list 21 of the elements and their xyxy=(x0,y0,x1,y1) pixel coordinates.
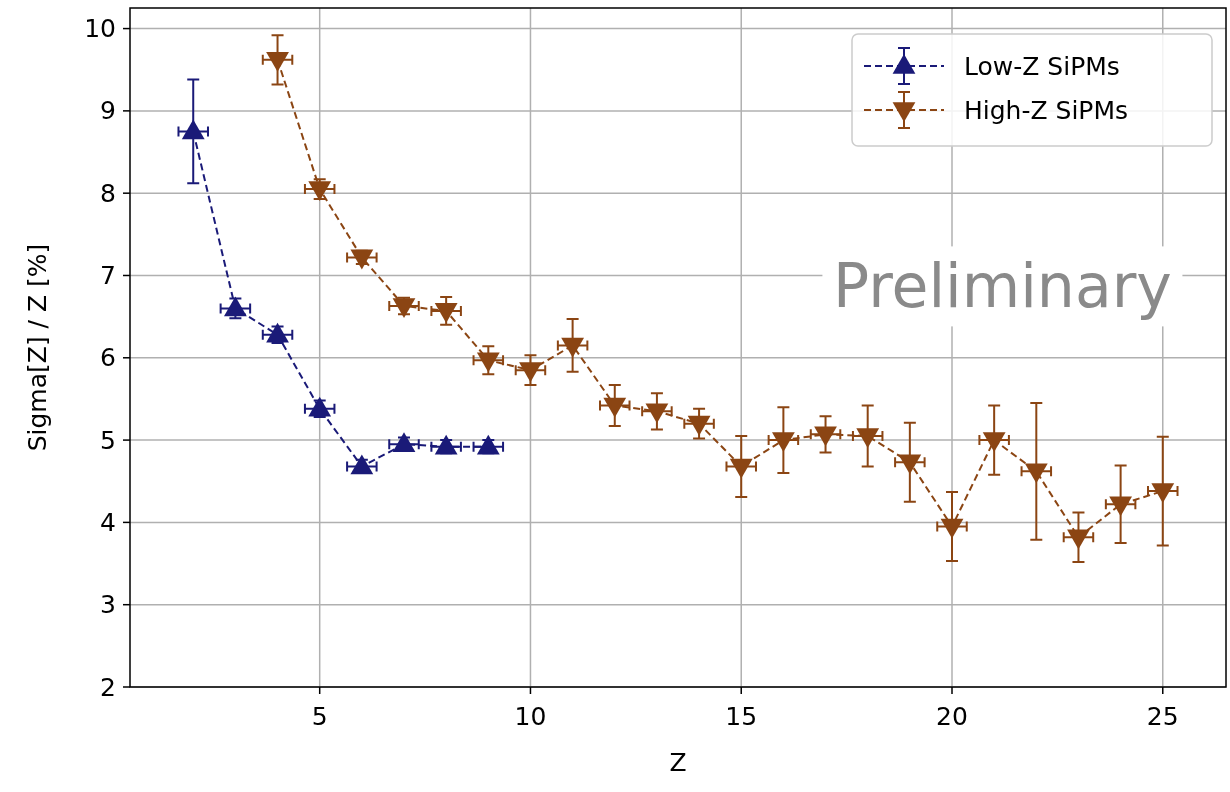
y-axis-title: Sigma[Z] / Z [%] xyxy=(23,243,52,452)
y-tick-label: 4 xyxy=(100,507,116,537)
x-tick-label: 20 xyxy=(936,702,968,731)
y-tick-label: 8 xyxy=(100,178,116,208)
annotation: Preliminary xyxy=(833,251,1172,322)
x-tick-label: 25 xyxy=(1146,702,1179,731)
x-tick-label: 5 xyxy=(311,702,328,731)
legend-label: High-Z SiPMs xyxy=(964,95,1129,125)
x-tick-label: 10 xyxy=(514,702,547,731)
y-tick-label: 10 xyxy=(84,14,116,44)
y-tick-label: 6 xyxy=(100,343,116,373)
y-tick-label: 9 xyxy=(100,96,116,126)
y-tick-label: 7 xyxy=(100,260,116,290)
x-axis-title: Z xyxy=(669,748,687,777)
y-tick-label: 2 xyxy=(100,672,116,702)
y-tick-label: 3 xyxy=(100,590,116,620)
point xyxy=(350,249,374,270)
y-tick-label: 5 xyxy=(100,425,116,455)
legend-label: Low-Z SiPMs xyxy=(964,51,1120,81)
point xyxy=(392,298,416,318)
x-tick-label: 15 xyxy=(725,702,758,731)
